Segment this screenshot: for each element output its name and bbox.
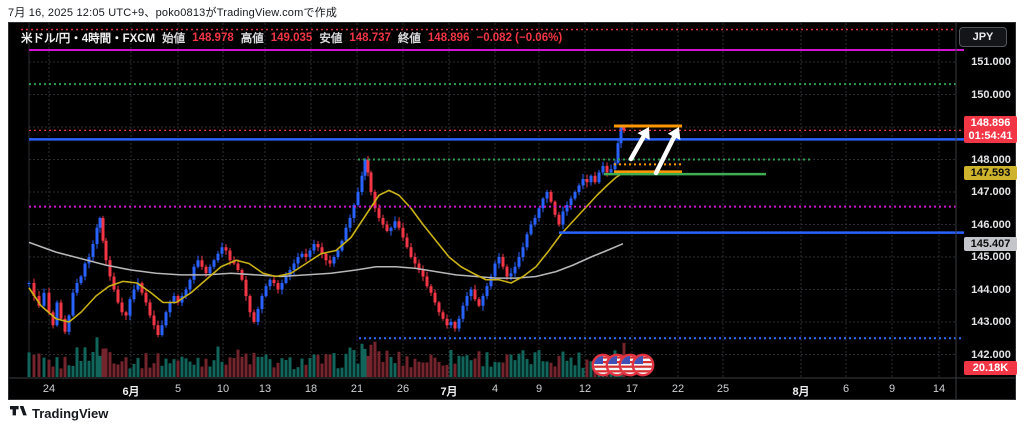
price-tick-label: 146.000 [971,218,1011,231]
up-arrow-drawing-2[interactable] [653,127,681,176]
price-tick-label: 151.000 [971,56,1011,68]
time-tick-label: 12 [578,383,592,395]
high-value: 149.035 [270,32,313,44]
time-tick-label: 17 [625,383,639,395]
volume-value-badge: 20.18K [964,361,1017,375]
last-price-badge: 148.896 01:54:41 [964,116,1017,144]
time-tick-label: 18 [304,383,318,395]
time-tick-label: 13 [258,383,272,395]
price-tick-label: 147.000 [971,186,1011,198]
ma-fast-value-badge: 147.593 [964,165,1017,180]
time-tick-label: 10 [216,383,230,395]
time-tick-label: 14 [932,383,946,395]
time-tick-label: 8月 [792,386,810,398]
low-value: 148.737 [349,32,391,44]
ma-slow-line[interactable] [28,241,624,279]
high-label: 高値 [240,33,264,45]
time-tick-label: 26 [396,383,410,395]
footer-brand-text[interactable]: TradingView [32,406,109,421]
change-value: −0.082 (−0.06%) [476,32,563,44]
time-tick-label: 5 [174,383,182,395]
time-tick-label: 22 [671,383,685,395]
ma-fast-line[interactable] [28,172,624,323]
gridlines [28,23,956,378]
price-tick-label: 144.000 [971,283,1011,296]
time-tick-label: 9 [888,383,896,395]
candlesticks [27,125,626,338]
close-label: 終値 [397,33,421,45]
footer: TradingView [10,406,108,421]
volume-bars [27,337,626,377]
price-tick-label: 143.000 [971,316,1011,328]
ma-slow-value-badge: 145.407 [964,236,1017,251]
chart-legend: 米ドル/円・4時間・FXCM 始値 148.978 高値 149.035 安値 … [21,30,562,46]
price-tick-label: 142.000 [971,348,1011,361]
chart-canvas[interactable] [9,23,1015,399]
creation-note: 7月 16, 2025 12:05 UTC+9、poko0813がTrading… [8,7,338,19]
time-tick-label: 7月 [440,386,458,398]
time-tick-label: 6 [842,383,850,395]
low-label: 安値 [319,33,343,45]
tradingview-logo-icon[interactable] [10,406,27,421]
up-arrow-drawing-1[interactable] [628,127,650,162]
economic-event-flag-icons[interactable] [591,353,655,377]
price-tick-label: 145.000 [971,251,1011,263]
time-tick-label: 4 [491,383,499,395]
price-tick-label: 150.000 [971,88,1011,101]
time-tick-label: 21 [350,383,364,395]
chart-panel[interactable]: 米ドル/円・4時間・FXCM 始値 148.978 高値 149.035 安値 … [8,22,1017,400]
close-value: 148.896 [427,32,470,44]
time-tick-label: 6月 [122,386,140,398]
open-label: 始値 [162,33,186,45]
price-tick-label: 148.000 [971,153,1011,166]
symbol-title[interactable]: 米ドル/円・4時間・FXCM [21,33,156,45]
time-tick-label: 24 [42,383,56,395]
time-tick-label: 25 [716,383,730,395]
open-value: 148.978 [192,32,234,44]
time-tick-label: 9 [535,383,543,395]
currency-toggle-button[interactable]: JPY [959,27,1007,47]
